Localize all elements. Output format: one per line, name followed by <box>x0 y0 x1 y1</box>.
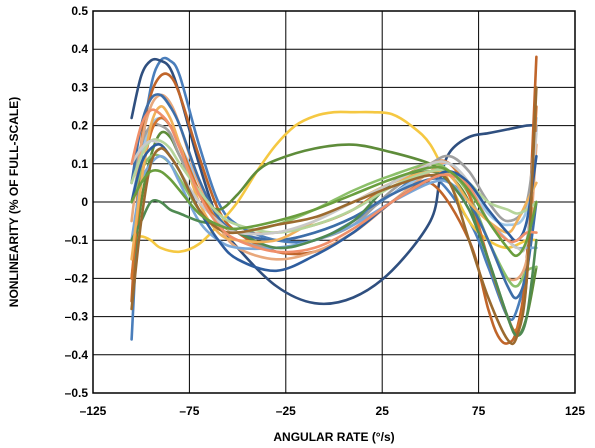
series-line-17 <box>130 142 538 273</box>
series-line-13 <box>130 170 538 337</box>
series-line-15 <box>130 138 538 234</box>
series-line-2 <box>130 57 538 306</box>
y-tick-label: –0.5 <box>65 386 89 400</box>
x-axis-title: ANGULAR RATE (°/s) <box>273 430 394 444</box>
y-tick-label: 0.2 <box>71 119 88 133</box>
x-tick-labels: –125 –75 –25 25 75 125 <box>80 404 586 418</box>
data-series <box>130 55 538 346</box>
y-tick-label: –0.1 <box>65 233 89 247</box>
series-line-18 <box>130 86 538 346</box>
series-line-4 <box>130 110 538 254</box>
y-tick-label: –0.2 <box>65 271 89 285</box>
y-tick-label: –0.3 <box>65 310 89 324</box>
x-tick-label: 75 <box>472 404 486 418</box>
y-tick-labels: 0.5 0.4 0.3 0.2 0.1 0 –0.1 –0.2 –0.3 –0.4 –0.5 <box>65 4 89 400</box>
y-tick-label: 0.5 <box>71 4 88 18</box>
y-tick-label: 0.1 <box>71 157 88 171</box>
x-tick-label: –75 <box>179 404 199 418</box>
series-line-19 <box>130 108 538 254</box>
x-tick-label: 125 <box>565 404 585 418</box>
x-tick-label: 25 <box>376 404 390 418</box>
series-line-11 <box>130 93 538 300</box>
plot-frame <box>92 10 576 394</box>
y-tick-label: –0.4 <box>65 348 89 362</box>
x-tick-label: –25 <box>276 404 296 418</box>
y-axis-title: NONLINEARITY (% OF FULL-SCALE) <box>7 97 21 307</box>
y-tick-label: 0 <box>81 195 88 209</box>
x-tick-label: –125 <box>80 404 107 418</box>
y-tick-label: 0.4 <box>71 42 88 56</box>
series-line-20 <box>130 165 538 258</box>
y-tick-label: 0.3 <box>71 80 88 94</box>
